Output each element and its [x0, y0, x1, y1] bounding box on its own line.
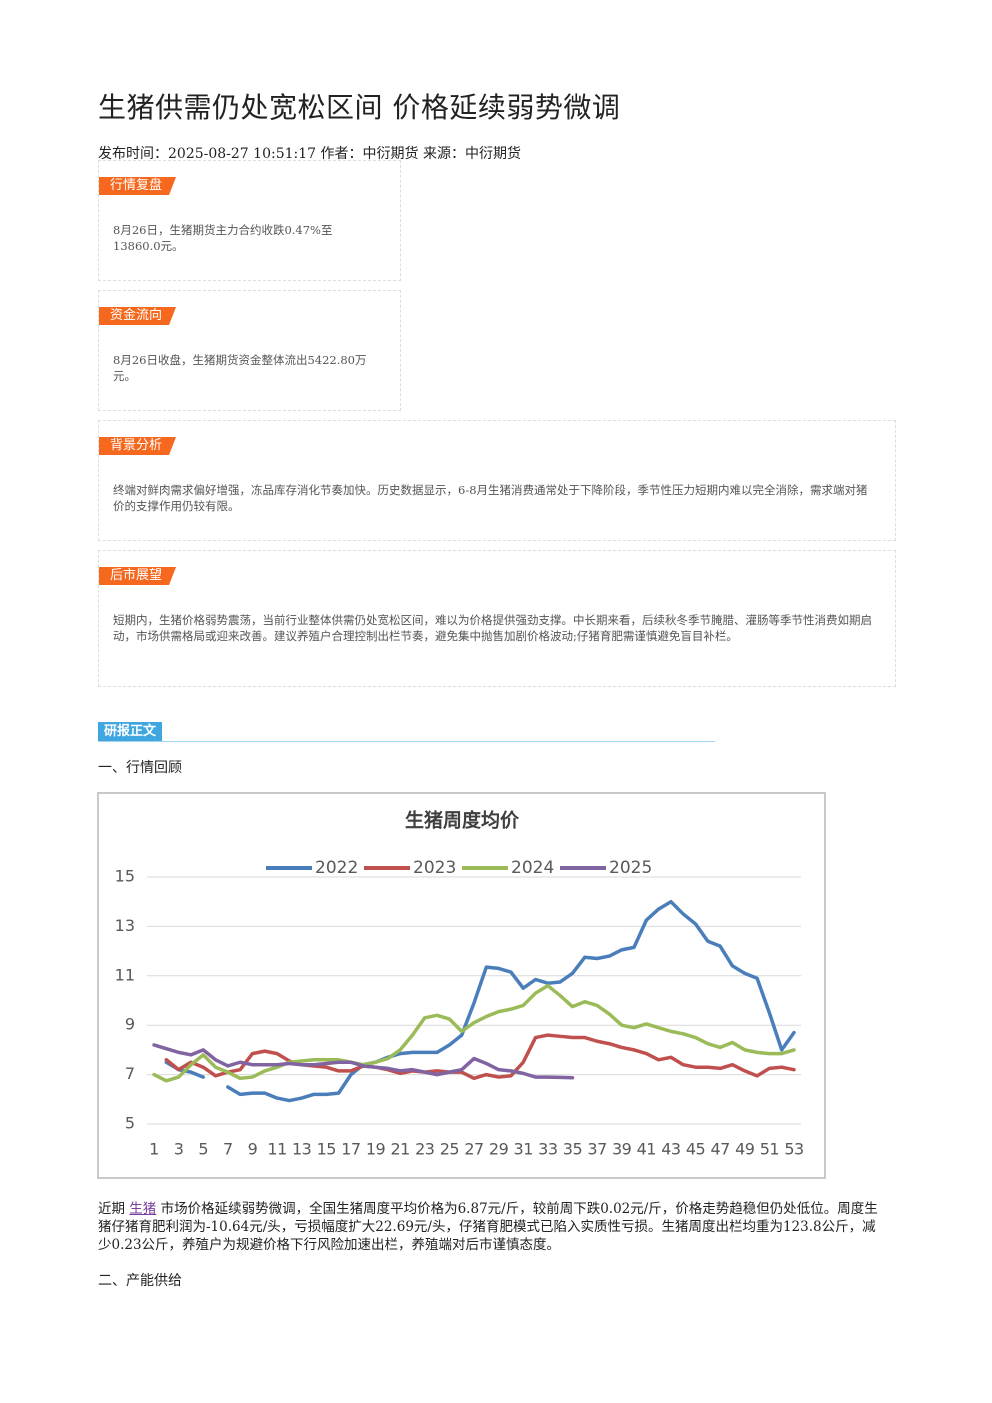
x-tick-label: 31: [514, 1140, 533, 1159]
series-line: [152, 983, 796, 1083]
text: 市场价格延续弱势微调，全国生猪周度平均价格为6.87元/斤，较前周下跌0.02元…: [98, 1201, 878, 1253]
x-tick-label: 29: [489, 1140, 509, 1159]
divider: [98, 741, 715, 742]
x-tick-label: 23: [415, 1140, 434, 1159]
section-text: 短期内，生猪价格弱势震荡，当前行业整体供需仍处宽松区间，难以为价格提供强劲支撑。…: [113, 613, 872, 643]
x-tick-label: 33: [538, 1140, 557, 1159]
x-tick-label: 25: [440, 1140, 459, 1159]
x-tick-label: 3: [174, 1140, 184, 1159]
section-box: 资金流向 8月26日收盘，生猪期货资金整体流出5422.80万元。: [98, 290, 401, 411]
section-box: 背景分析 终端对鲜肉需求偏好增强，冻品库存消化节奏加快。历史数据显示，6-8月生…: [98, 420, 896, 541]
x-tick-label: 47: [710, 1140, 729, 1159]
chart-title: 生猪周度均价: [405, 809, 520, 832]
section-tag: 背景分析: [99, 437, 176, 455]
x-tick-label: 13: [292, 1140, 311, 1159]
legend-label: 2025: [609, 858, 652, 878]
section-box: 行情复盘 8月26日，生猪期货主力合约收跌0.47%至13860.0元。: [98, 160, 401, 281]
legend-label: 2023: [413, 858, 456, 878]
legend-label: 2022: [315, 858, 358, 878]
y-tick-label: 9: [125, 1015, 135, 1034]
x-tick-label: 21: [390, 1140, 409, 1159]
series-line: [152, 1043, 575, 1080]
x-tick-label: 7: [223, 1140, 233, 1159]
x-tick-label: 51: [760, 1140, 779, 1159]
section-tag: 资金流向: [99, 307, 176, 325]
y-tick-label: 5: [125, 1114, 135, 1133]
x-tick-label: 53: [784, 1140, 803, 1159]
x-tick-label: 39: [612, 1140, 632, 1159]
x-tick-label: 35: [563, 1140, 582, 1159]
x-tick-label: 45: [686, 1140, 705, 1159]
x-tick-label: 43: [661, 1140, 680, 1159]
y-tick-label: 13: [115, 916, 135, 935]
article-title: 生猪供需仍处宽松区间 价格延续弱势微调: [98, 91, 621, 124]
text: 近期: [98, 1201, 125, 1217]
x-tick-label: 15: [317, 1140, 336, 1159]
section-tag: 行情复盘: [99, 177, 176, 195]
x-tick-label: 1: [149, 1140, 159, 1159]
report-tag: 研报正文: [98, 722, 163, 742]
article-meta: 发布时间：2025-08-27 10:51:17 作者：中衍期货 来源：中衍期货: [98, 146, 521, 162]
x-tick-label: 5: [198, 1140, 208, 1159]
heading: 二、产能供给: [98, 1273, 182, 1289]
y-tick-label: 7: [125, 1064, 135, 1083]
section-text: 终端对鲜肉需求偏好增强，冻品库存消化节奏加快。历史数据显示，6-8月生猪消费通常…: [113, 483, 868, 513]
section-box: 后市展望 短期内，生猪价格弱势震荡，当前行业整体供需仍处宽松区间，难以为价格提供…: [98, 550, 896, 687]
x-tick-label: 17: [341, 1140, 360, 1159]
y-tick-label: 15: [115, 867, 135, 886]
section-text: 8月26日收盘，生猪期货资金整体流出5422.80万元。: [113, 353, 367, 383]
x-tick-label: 49: [735, 1140, 755, 1159]
x-tick-label: 19: [366, 1140, 386, 1159]
series-line: [164, 1033, 796, 1081]
heading: 一、行情回顾: [98, 760, 182, 776]
x-tick-label: 41: [637, 1140, 656, 1159]
paragraph: 近期 生猪 市场价格延续弱势微调，全国生猪周度平均价格为6.87元/斤，较前周下…: [98, 1200, 888, 1254]
section-tag: 后市展望: [99, 567, 176, 585]
x-tick-label: 27: [464, 1140, 483, 1159]
legend-label: 2024: [511, 858, 554, 878]
section-text: 8月26日，生猪期货主力合约收跌0.47%至13860.0元。: [113, 223, 333, 253]
y-tick-label: 11: [115, 965, 135, 984]
chart-frame: [97, 792, 826, 1179]
x-tick-label: 11: [267, 1140, 286, 1159]
link[interactable]: 生猪: [129, 1201, 157, 1217]
x-tick-label: 9: [248, 1140, 258, 1159]
x-tick-label: 37: [587, 1140, 606, 1159]
